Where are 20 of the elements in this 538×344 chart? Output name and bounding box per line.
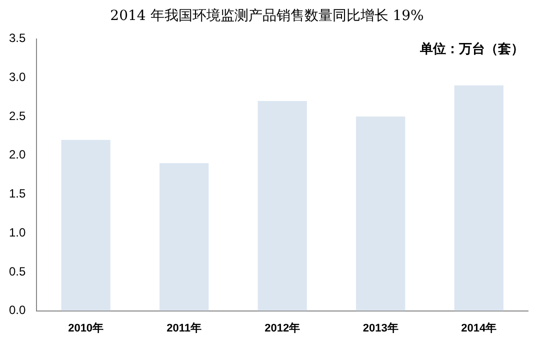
- x-tick-label: 2012年: [264, 321, 300, 334]
- y-tick-label: 3.5: [8, 31, 26, 46]
- annotation: 单位：万台（套）: [420, 41, 524, 58]
- y-tick-label: 1.0: [8, 225, 26, 240]
- x-tick-label: 2013年: [362, 321, 398, 334]
- bar: [160, 163, 209, 311]
- y-tick-label: 2.5: [8, 108, 26, 123]
- bar: [356, 116, 406, 311]
- bar: [61, 140, 110, 311]
- y-tick-label: 0.0: [8, 303, 26, 318]
- y-tick-label: 3.0: [8, 70, 26, 84]
- bar: [454, 85, 504, 311]
- y-tick-label: 1.5: [8, 186, 26, 201]
- y-tick-label: 2.0: [8, 148, 26, 162]
- y-tick-label: 0.5: [8, 264, 26, 278]
- x-tick-label: 2010年: [68, 321, 104, 334]
- x-tick-label: 2014年: [461, 321, 497, 334]
- x-tick-label: 2011年: [166, 321, 202, 334]
- bar: [258, 100, 307, 311]
- chart-title: 2014 年我国环境监测产品销售数量同比增长 19%: [110, 8, 424, 24]
